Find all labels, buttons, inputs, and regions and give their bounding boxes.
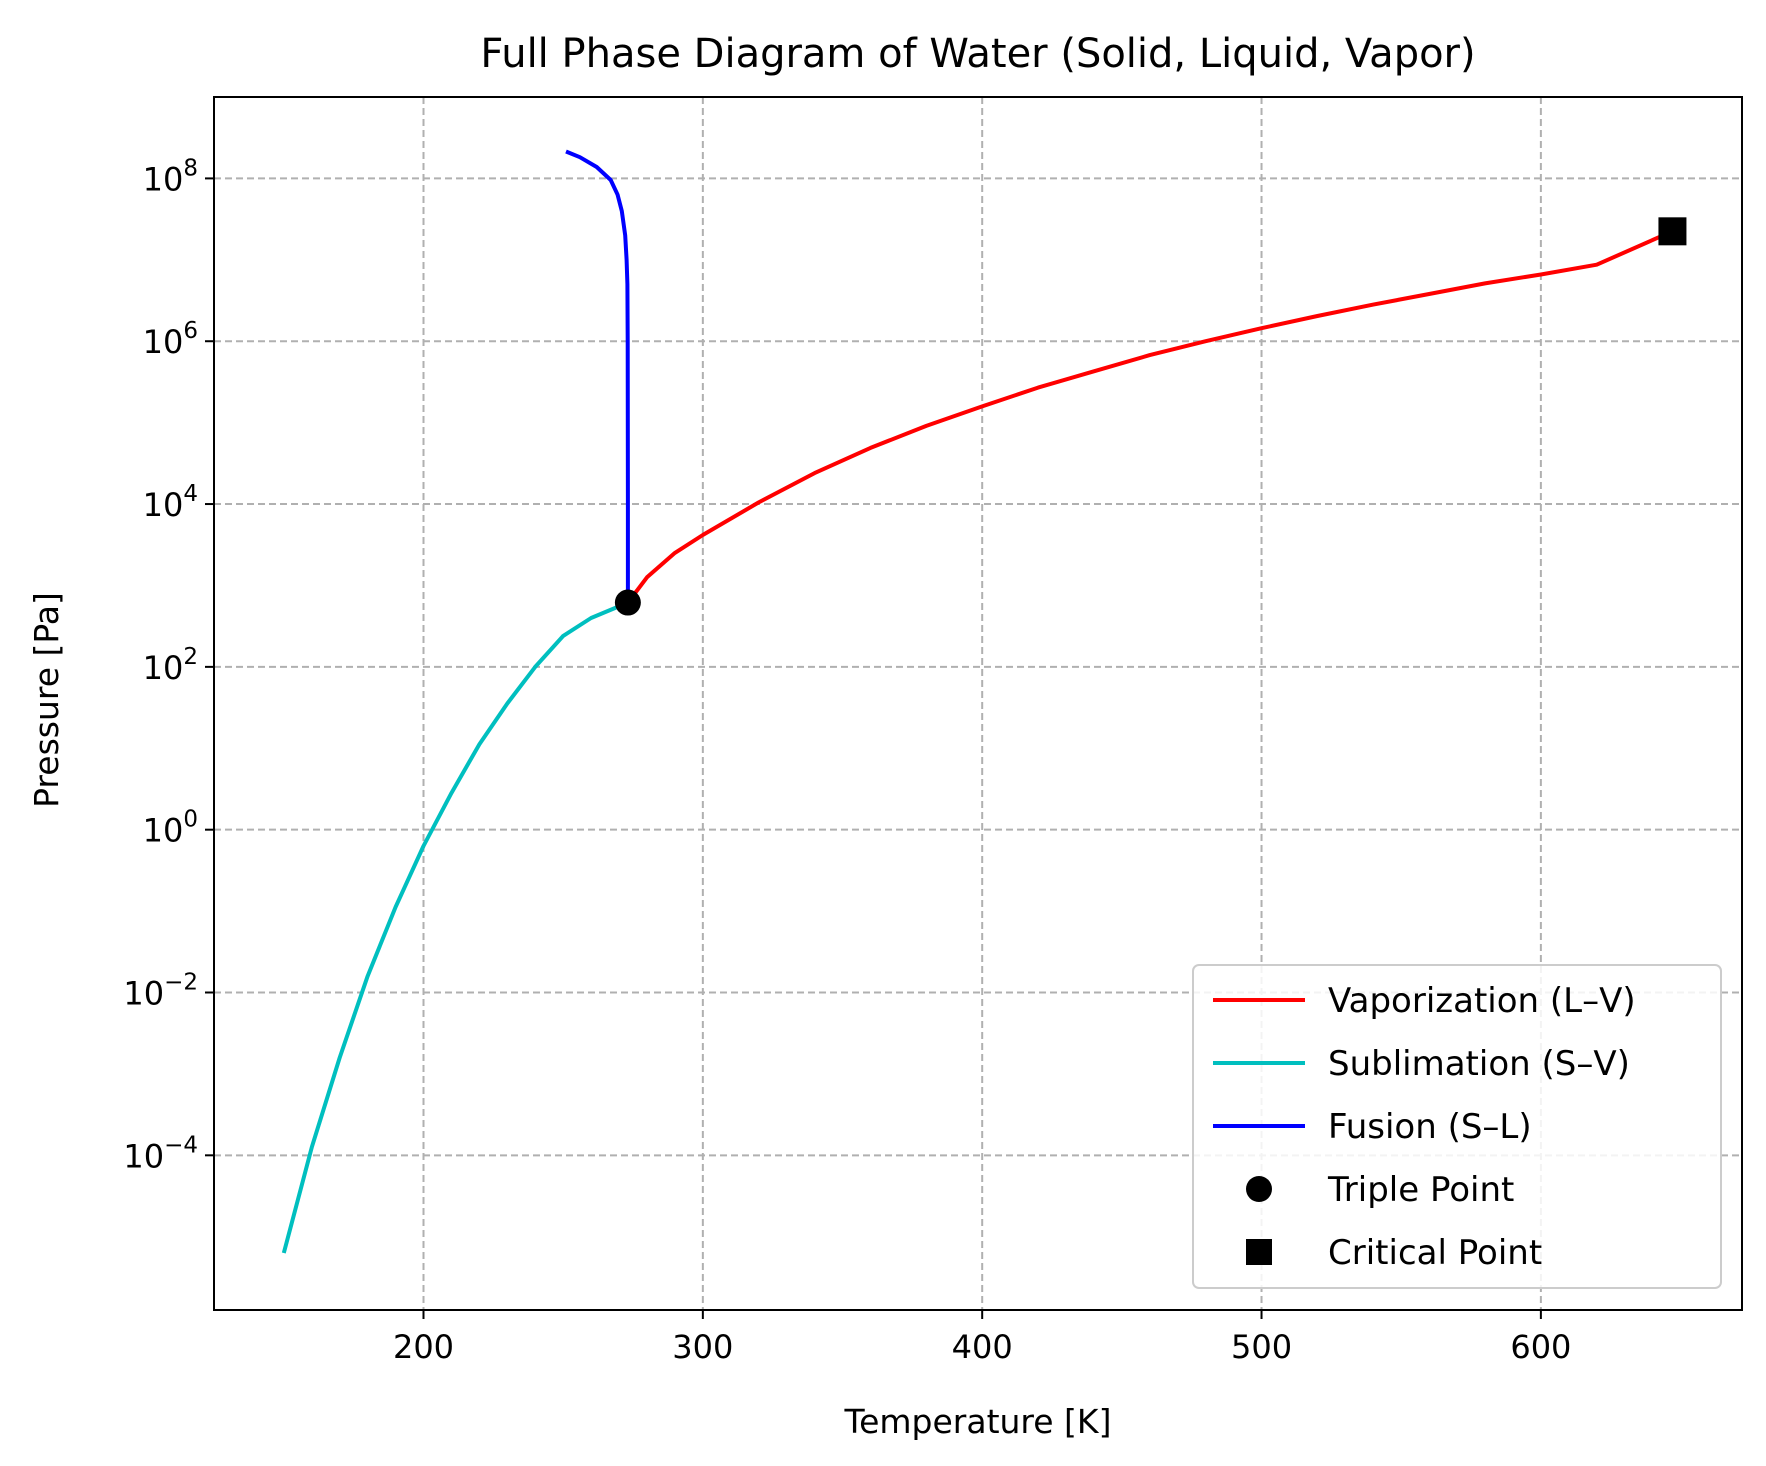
y-tick-label: 10−2 (123, 970, 198, 1013)
legend-label: Triple Point (1327, 1170, 1514, 1210)
legend-swatch (1246, 1176, 1272, 1202)
x-tick-label: 600 (1510, 1328, 1571, 1366)
legend: Vaporization (L–V) Sublimation (S–V) Fusio… (1192, 964, 1722, 1289)
y-tick-label: 10−4 (123, 1132, 198, 1175)
x-tick-label: 300 (672, 1328, 733, 1366)
grid (214, 97, 1742, 1310)
legend-label: Vaporization (L–V) (1328, 981, 1636, 1021)
triple-point-marker (614, 589, 641, 616)
series-line-fusion (565, 149, 630, 603)
ticks: 200 300 400 500 600 108 106 104 102 100 10−2 10−4 (123, 155, 1571, 1366)
legend-label: Critical Point (1328, 1233, 1542, 1273)
marker-layer (614, 217, 1687, 616)
plot-area-frame (213, 96, 1743, 1311)
y-tick-label: 100 (143, 807, 198, 850)
x-tick-label: 400 (952, 1328, 1013, 1366)
x-tick-label: 200 (393, 1328, 454, 1366)
critical-point-marker (1658, 217, 1687, 246)
y-tick-label: 106 (143, 318, 198, 361)
legend-label: Sublimation (S–V) (1328, 1044, 1630, 1084)
x-tick-label: 500 (1231, 1328, 1292, 1366)
legend-box (1192, 964, 1722, 1289)
x-axis-label: Temperature [K] (844, 1402, 1112, 1441)
y-tick-label: 104 (143, 481, 198, 524)
series-layer (281, 149, 1674, 1254)
series-line-sublimation (281, 600, 629, 1254)
series-line-vaporization (626, 229, 1674, 604)
legend-label: Fusion (S–L) (1328, 1107, 1532, 1147)
y-axis-label: Pressure [Pa] (27, 592, 66, 808)
y-tick-label: 102 (143, 644, 198, 687)
chart-title: Full Phase Diagram of Water (Solid, Liqu… (480, 31, 1475, 77)
y-tick-label: 108 (143, 155, 198, 198)
legend-swatch (1246, 1239, 1272, 1265)
